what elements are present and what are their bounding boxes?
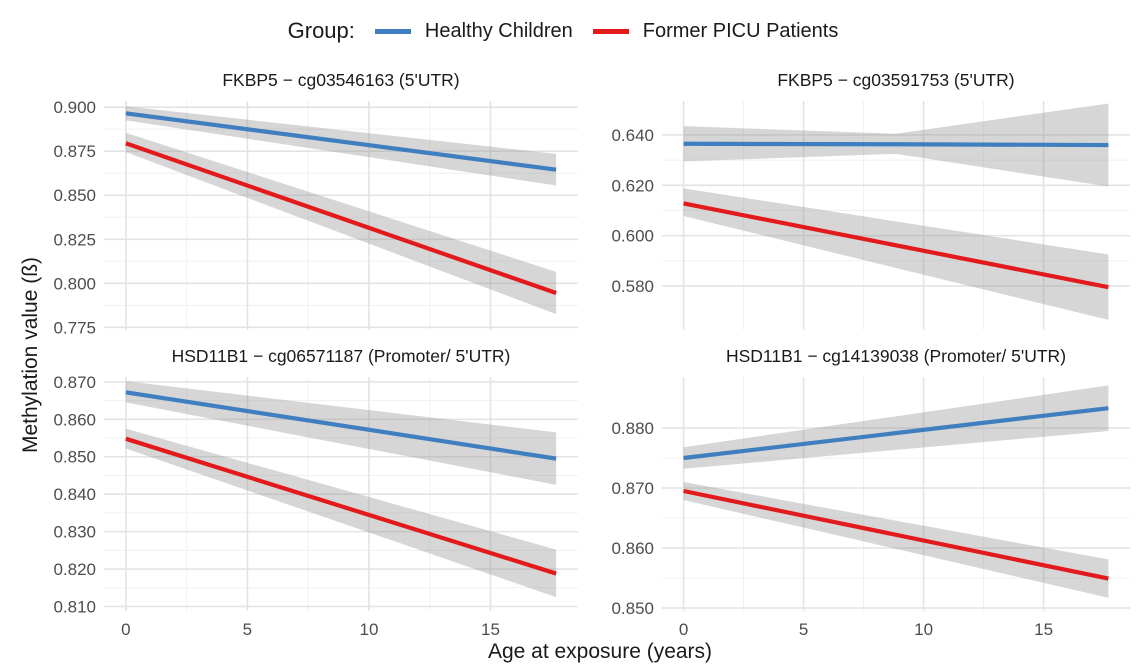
y-tick-label: 0.820 [53, 560, 96, 579]
y-tick-label: 0.580 [611, 277, 654, 296]
series-line [125, 141, 557, 295]
legend-entry-picu: Former PICU Patients [587, 16, 839, 46]
y-tick-label: 0.830 [53, 523, 96, 542]
y-tick-label: 0.850 [53, 186, 96, 205]
y-tick-label: 0.600 [611, 227, 654, 246]
y-tick-label: 0.860 [53, 410, 96, 429]
x-tick-label: 5 [243, 620, 252, 639]
legend-title: Group: [287, 18, 355, 43]
y-tick-label: 0.900 [53, 98, 96, 117]
y-axis-title: Methylation value (ß) [19, 257, 42, 453]
legend-key-picu [587, 16, 635, 46]
x-tick-label: 0 [121, 620, 130, 639]
legend-label-healthy: Healthy Children [424, 19, 573, 42]
panel-3: HSD11B1 − cg06571187 (Promoter/ 5'UTR) 0.… [53, 346, 578, 639]
y-tick-label: 0.875 [53, 142, 96, 161]
facet-title: FKBP5 − cg03591753 (5'UTR) [777, 70, 1014, 90]
series-line [683, 406, 1109, 461]
legend-label-picu: Former PICU Patients [642, 19, 839, 42]
series-line [683, 201, 1109, 290]
legend-key-healthy [369, 16, 417, 46]
y-tick-label: 0.840 [53, 485, 96, 504]
confidence-band [683, 385, 1109, 469]
facet-title: FKBP5 − cg03546163 (5'UTR) [222, 70, 459, 90]
y-tick-label: 0.860 [611, 539, 654, 558]
x-tick-label: 5 [799, 620, 808, 639]
y-tick-label: 0.880 [611, 419, 654, 438]
series-line [683, 141, 1109, 148]
facet-title: HSD11B1 − cg14139038 (Promoter/ 5'UTR) [726, 346, 1066, 366]
y-tick-label: 0.620 [611, 176, 654, 195]
facet-title: HSD11B1 − cg06571187 (Promoter/ 5'UTR) [172, 346, 511, 366]
x-tick-label: 0 [679, 620, 688, 639]
confidence-band [125, 132, 557, 315]
panel-2: FKBP5 − cg03591753 (5'UTR) 0.580 0.600 0.62… [611, 70, 1130, 330]
panel-1: FKBP5 − cg03546163 (5'UTR) 0.775 0.800 0.82… [53, 70, 578, 337]
y-tick-label: 0.810 [53, 598, 96, 617]
series-line [125, 436, 557, 576]
y-tick-label: 0.775 [53, 318, 96, 337]
legend-entry-healthy: Healthy Children [369, 16, 573, 46]
confidence-band [683, 482, 1109, 598]
y-tick-label: 0.850 [53, 448, 96, 467]
y-tick-label: 0.850 [611, 599, 654, 618]
y-tick-label: 0.870 [611, 479, 654, 498]
y-tick-label: 0.870 [53, 373, 96, 392]
panel-4: HSD11B1 − cg14139038 (Promoter/ 5'UTR) 0.… [611, 346, 1130, 639]
x-tick-label: 10 [914, 620, 933, 639]
x-tick-label: 15 [481, 620, 500, 639]
y-tick-label: 0.800 [53, 274, 96, 293]
y-tick-label: 0.825 [53, 230, 96, 249]
series-line [125, 390, 557, 461]
x-axis-title: Age at exposure (years) [488, 640, 712, 663]
series-line [125, 111, 557, 172]
confidence-band [683, 188, 1109, 320]
y-tick-label: 0.640 [611, 126, 654, 145]
legend: Group: Healthy Children Former PICU Pati… [0, 14, 1140, 48]
series-line [683, 488, 1109, 581]
x-tick-label: 15 [1034, 620, 1053, 639]
x-tick-label: 10 [359, 620, 378, 639]
